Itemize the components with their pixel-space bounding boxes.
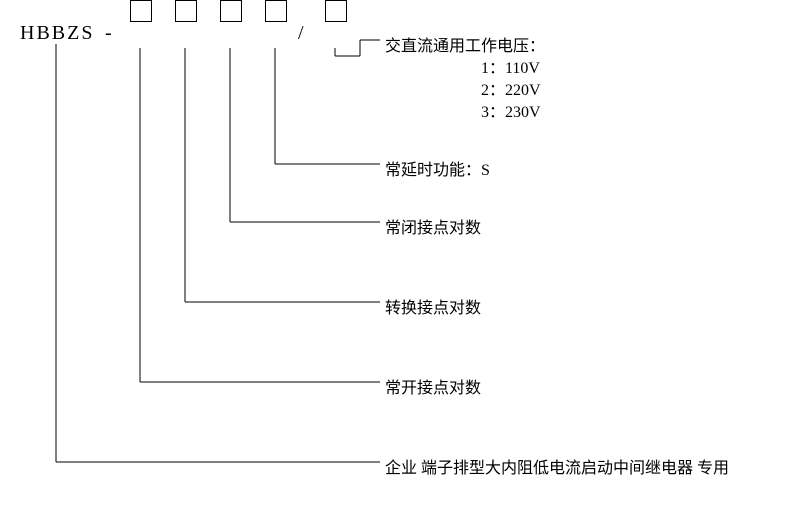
label-voltage-title: 交直流通用工作电压： — [385, 32, 545, 56]
label-voltage-2: 2：220V — [385, 76, 541, 100]
label-delay: 常延时功能：S — [385, 156, 490, 180]
label-voltage-3: 3：230V — [385, 98, 541, 122]
label-nc-contacts: 常闭接点对数 — [385, 214, 481, 238]
label-voltage-1: 1：110V — [385, 54, 540, 78]
label-no-contacts: 常开接点对数 — [385, 374, 481, 398]
diagram-canvas: HBBZS - / 交直流通用工作电压： 1：110V 2：220V — [0, 0, 800, 510]
label-enterprise: 企业 端子排型大内阻低电流启动中间继电器 专用 — [385, 454, 729, 478]
label-changeover-contacts: 转换接点对数 — [385, 294, 481, 318]
